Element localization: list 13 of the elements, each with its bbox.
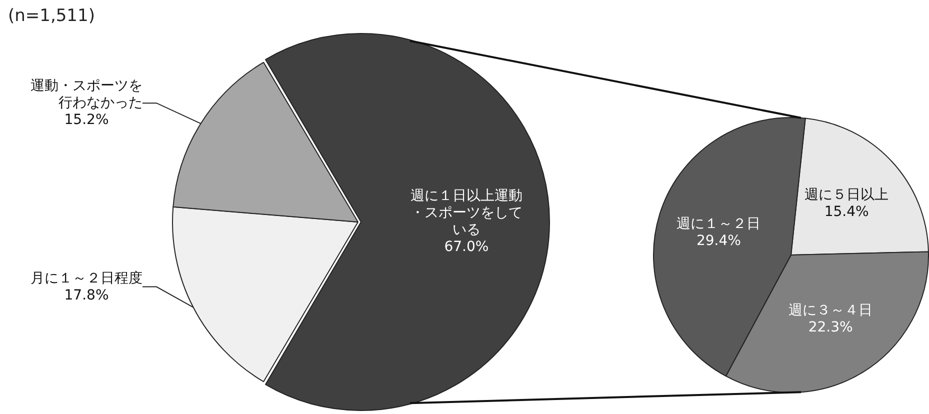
- slice-label: 週に５日以上: [804, 186, 889, 203]
- slice-label: 週に１～２日: [676, 216, 761, 232]
- data-label: 29.4%: [696, 232, 741, 249]
- data-label: 15.2%: [64, 112, 109, 128]
- data-label: 15.4%: [824, 204, 869, 220]
- slice-label: 月に１～２日程度: [30, 270, 142, 286]
- slice-label: 週に１日以上運動・スポーツをしている: [410, 188, 522, 238]
- data-label: 22.3%: [808, 320, 853, 336]
- slice-label: 週に３～４日: [788, 302, 873, 319]
- slice-label: 運動・スポーツを行わなかった: [30, 78, 142, 112]
- data-label: 67.0%: [444, 239, 489, 256]
- chart-title: (n=1,511): [8, 6, 95, 26]
- data-label: 17.8%: [64, 287, 109, 304]
